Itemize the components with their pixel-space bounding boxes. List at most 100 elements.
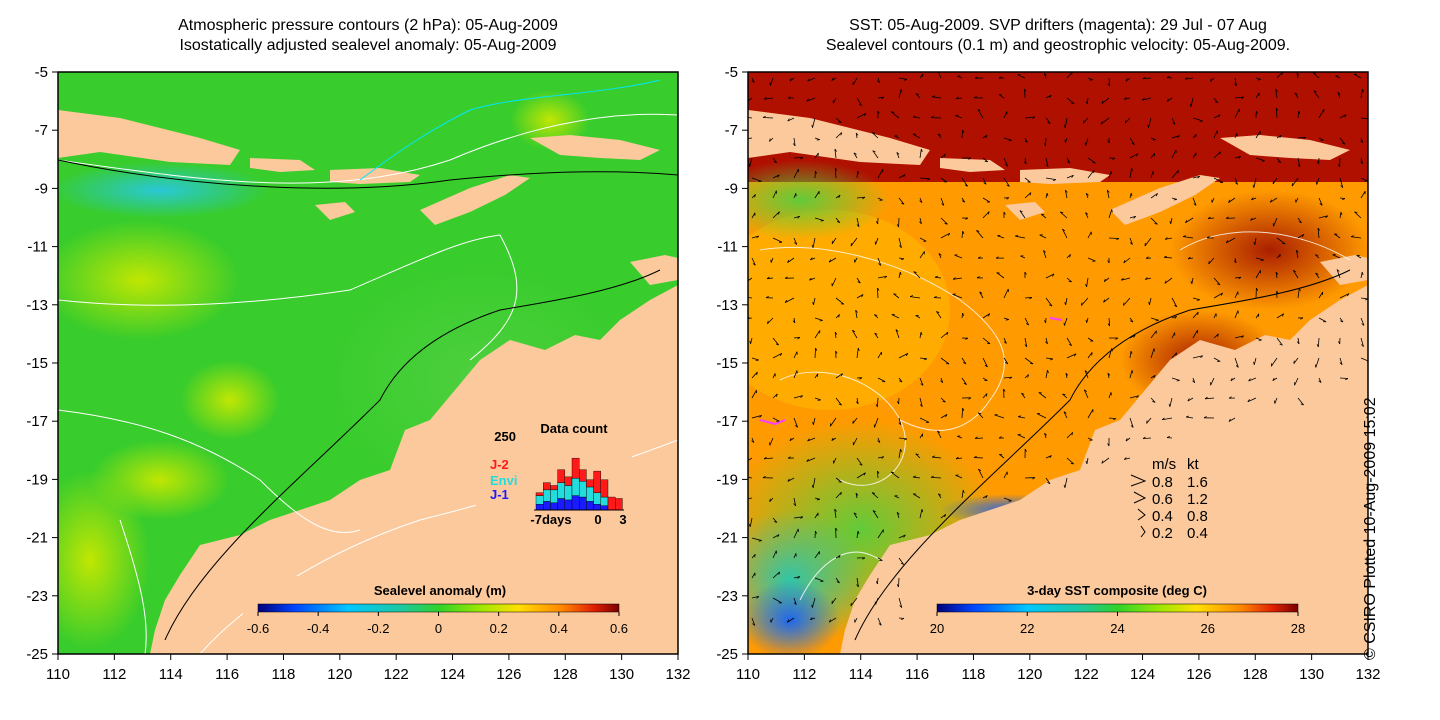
velocity-arrow [1339,177,1344,188]
velocity-arrow [1087,337,1094,342]
velocity-arrowhead [838,403,842,406]
velocity-arrowhead [800,516,804,519]
velocity-arrowhead [774,521,778,523]
velocity-arrow [940,153,946,159]
velocity-arrow [1045,370,1048,379]
velocity-arrow [877,529,884,539]
velocity-arrowhead [1003,341,1007,344]
velocity-arrow [1149,297,1152,305]
velocity-arrowhead [1225,240,1229,244]
velocity-arrowhead [974,76,978,79]
velocity-arrowhead [777,534,780,538]
right-ytick-label: -11 [717,239,738,256]
velocity-arrowhead [1084,142,1087,146]
velocity-arrowhead [1174,316,1178,319]
velocity-arrow [793,337,801,339]
velocity-arrowhead [838,121,842,123]
velocity-arrowhead [1130,425,1134,428]
velocity-arrow [1234,108,1240,119]
velocity-arrowhead [1047,370,1049,374]
velocity-arrow [978,468,984,479]
velocity-arrow [751,537,762,541]
velocity-arrow [1213,97,1219,103]
velocity-arrow [1185,77,1194,80]
velocity-arrow [898,77,907,80]
velocity-arrowhead [1241,335,1244,339]
velocity-arrow [1354,211,1362,219]
velocity-arrowhead [857,281,861,284]
velocity-arrow [1360,317,1365,326]
velocity-arrow [806,97,816,102]
velocity-arrow [772,237,783,243]
velocity-arrowhead [838,314,840,318]
velocity-arrowhead [1256,287,1259,291]
right-ytick-label: -7 [725,122,738,139]
velocity-arrowhead [811,124,813,128]
drifter-track-2 [1049,317,1063,321]
velocity-arrow [954,254,963,259]
velocity-arrowhead [1148,301,1150,305]
velocity-arrow [813,417,816,425]
velocity-arrow [919,377,924,386]
velocity-arrowhead [863,113,867,117]
data-count-bar-j2 [586,479,594,488]
velocity-arrowhead [1317,227,1321,231]
velocity-arrowhead [877,470,880,474]
velocity-arrowhead [1023,161,1027,165]
velocity-arrowhead [871,492,876,494]
velocity-arrow [769,77,774,86]
velocity-arrow [961,407,964,419]
velocity-arrow [1234,155,1241,159]
data-count-bar-envi [571,478,580,496]
velocity-arrowhead [881,456,885,459]
data-count-bar-j2 [557,469,565,483]
velocity-arrowhead [762,475,766,479]
velocity-arrow [877,617,882,626]
velocity-arrowhead [797,215,801,219]
left-xtick-label: 122 [384,666,409,683]
velocity-arrowhead [1164,237,1168,240]
velocity-arrow [1024,317,1030,326]
shelf-contour [164,269,661,641]
velocity-arrowhead [811,484,814,488]
velocity-arrow [1213,292,1223,299]
velocity-arrow [751,212,756,219]
left-ytick-label: -9 [35,180,48,197]
velocity-arrow [1255,157,1265,162]
velocity-arrowhead [1046,193,1049,197]
velocity-arrowhead [937,133,941,136]
velocity-arrow [751,235,759,239]
velocity-arrow [915,453,921,459]
right-ytick-label: -15 [716,355,738,372]
velocity-arrow [793,497,797,506]
velocity-arrowhead [1219,151,1221,155]
velocity-arrowhead [1296,72,1300,76]
velocity-arrow [772,571,780,579]
velocity-arrow [1003,288,1009,299]
velocity-arrow [812,117,816,128]
velocity-arrow [1124,117,1131,124]
velocity-arrow [940,217,948,225]
velocity-arrowhead [987,313,991,317]
velocity-arrow [1129,237,1133,245]
velocity-arrowhead [912,115,917,118]
velocity-arrow [1360,337,1364,347]
velocity-arrowhead [985,495,988,499]
velocity-arrow [940,357,950,365]
velocity-arrow [1024,116,1035,119]
velocity-arrow [856,294,864,299]
velocity-arrowhead [1315,254,1319,256]
velocity-arrow [1213,114,1221,119]
velocity-arrowhead [973,455,977,458]
velocity-arrowhead [965,337,969,340]
velocity-arrow [772,337,780,346]
velocity-arrow [919,217,922,224]
velocity-arrowhead [752,623,756,626]
velocity-arrow [961,377,967,385]
velocity-arrowhead [1228,418,1231,422]
velocity-legend-arrow [1133,491,1147,504]
velocity-arrow [1253,177,1257,188]
left-ytick-label: -11 [27,239,48,256]
velocity-arrowhead [1261,160,1265,162]
sealevel-contour-1 [759,247,1005,401]
